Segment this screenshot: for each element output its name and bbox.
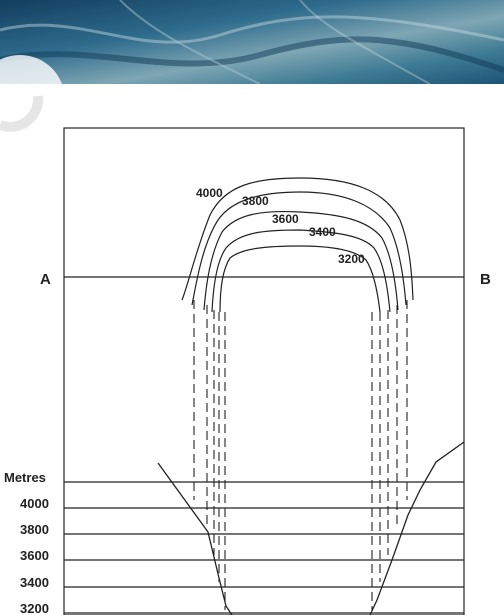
decorative-arc bbox=[0, 95, 44, 132]
section-label-a: A bbox=[40, 271, 51, 288]
projection-lines bbox=[193, 300, 408, 610]
contour-label-3400: 3400 bbox=[309, 225, 336, 239]
profile-level-label-3200: 3200 bbox=[20, 601, 49, 615]
profile-level-label-3800: 3800 bbox=[20, 522, 49, 537]
contour-label-3600: 3600 bbox=[272, 212, 299, 226]
map-frame bbox=[63, 127, 465, 615]
contour-line-3400 bbox=[211, 229, 391, 313]
contour-line-4000 bbox=[181, 177, 414, 301]
contour-label-4000: 4000 bbox=[196, 186, 223, 200]
profile-level-label-3600: 3600 bbox=[20, 548, 49, 563]
contour-label-3800: 3800 bbox=[242, 194, 269, 208]
profile-level-lines bbox=[64, 481, 464, 614]
contour-lines bbox=[181, 177, 414, 313]
header-photo bbox=[0, 0, 504, 84]
section-label-b: B bbox=[480, 271, 491, 288]
contour-line-3600 bbox=[203, 210, 399, 311]
contour-label-3200: 3200 bbox=[338, 252, 365, 266]
contour-line-3800 bbox=[191, 191, 407, 306]
profile-unit-label: Metres bbox=[4, 470, 46, 485]
profile-level-label-4000: 4000 bbox=[20, 496, 49, 511]
profile-level-label-3400: 3400 bbox=[20, 575, 49, 590]
cross-section-profile bbox=[157, 441, 465, 615]
contour-line-3200 bbox=[219, 245, 381, 313]
